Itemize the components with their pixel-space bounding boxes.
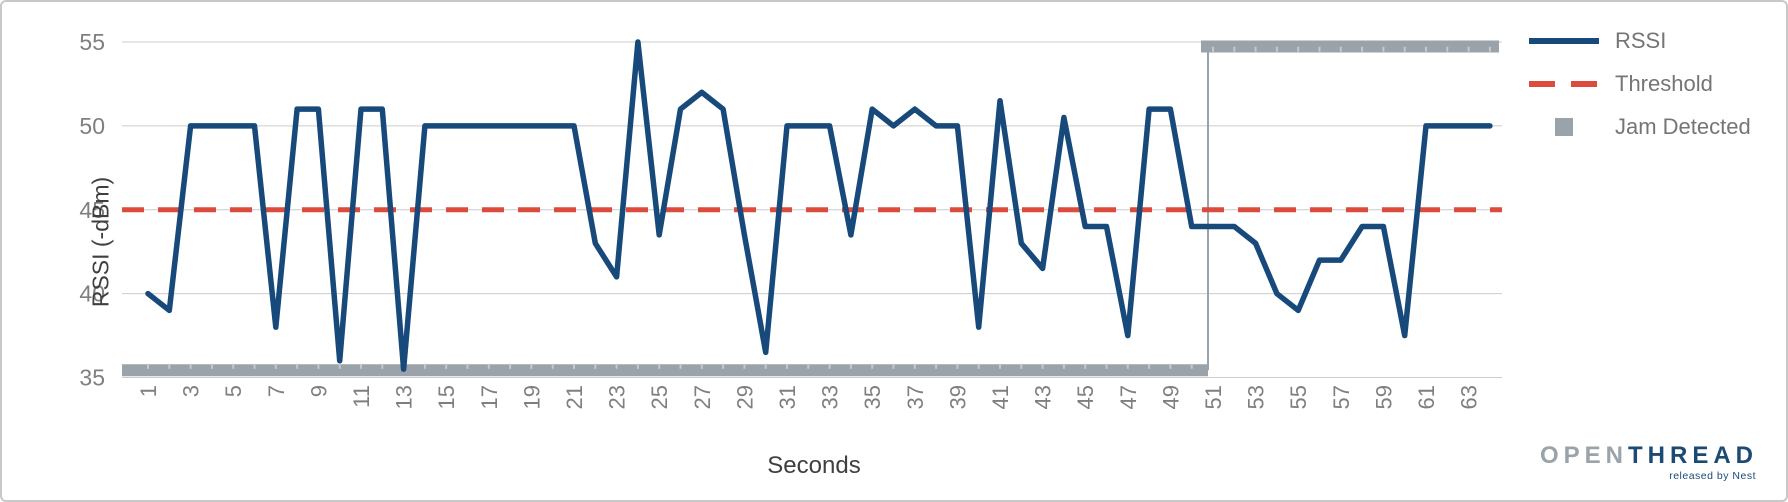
y-tick-label: 55 (79, 29, 105, 55)
legend-item-threshold: Threshold (1529, 62, 1751, 105)
x-tick-label: 59 (1371, 385, 1396, 409)
x-axis-tick-labels: 1 3 5 7 9 11 13 15 17 19 21 23 25 27 29 31 33 35 37 39 41 43 4… (136, 385, 1482, 409)
x-tick-label: 37 (903, 385, 928, 409)
legend-label-threshold: Threshold (1615, 70, 1713, 96)
x-axis-tick-marks (147, 46, 1491, 369)
y-tick-label: 40 (79, 281, 105, 307)
x-tick-label: 21 (562, 385, 587, 409)
legend-label-rssi: RSSI (1615, 27, 1667, 53)
x-tick-label: 7 (264, 385, 289, 397)
x-tick-label: 19 (519, 385, 544, 409)
x-tick-label: 61 (1414, 385, 1439, 409)
x-tick-label: 17 (477, 385, 502, 409)
x-tick-label: 53 (1244, 385, 1269, 409)
openthread-logo: OPENTHREAD released by Nest (1539, 442, 1758, 483)
x-tick-label: 39 (945, 385, 970, 409)
y-tick-label: 35 (79, 365, 105, 391)
legend-label-jam-detected: Jam Detected (1615, 113, 1751, 139)
x-tick-label: 3 (179, 385, 204, 397)
x-tick-label: 49 (1158, 385, 1183, 409)
x-tick-label: 51 (1201, 385, 1226, 409)
x-tick-label: 23 (605, 385, 630, 409)
jam-square-swatch-icon (1555, 117, 1573, 136)
x-tick-label: 45 (1073, 385, 1098, 409)
rssi-line-swatch-icon (1529, 37, 1599, 44)
x-tick-label: 31 (775, 385, 800, 409)
legend: RSSI Threshold Jam Detected (1529, 19, 1751, 148)
threshold-dash-swatch-icon (1529, 80, 1599, 87)
x-tick-label: 25 (647, 385, 672, 409)
y-tick-label: 50 (79, 113, 105, 139)
x-tick-label: 9 (306, 385, 331, 397)
logo-thread-text: THREAD (1628, 442, 1758, 469)
x-tick-label: 63 (1457, 385, 1482, 409)
x-tick-label: 27 (690, 385, 715, 409)
x-tick-label: 33 (818, 385, 843, 409)
x-tick-label: 55 (1286, 385, 1311, 409)
x-axis-title: Seconds (767, 452, 861, 479)
x-tick-label: 11 (349, 385, 374, 408)
logo-open-text: OPEN (1539, 442, 1628, 469)
y-tick-label: 45 (79, 197, 105, 223)
y-axis-tick-labels: 35 40 45 50 55 (79, 29, 105, 391)
y-axis-title: RSSI (-dBm) (87, 176, 114, 308)
legend-item-jam-detected: Jam Detected (1529, 105, 1751, 148)
x-tick-label: 35 (860, 385, 885, 409)
x-tick-label: 57 (1329, 385, 1354, 409)
x-tick-label: 5 (221, 385, 246, 397)
logo-tagline: released by Nest (1669, 470, 1756, 483)
x-tick-label: 29 (732, 385, 757, 409)
x-tick-label: 41 (988, 385, 1013, 409)
openthread-wordmark: OPENTHREAD (1539, 442, 1758, 469)
x-tick-label: 43 (1031, 385, 1056, 409)
x-tick-label: 13 (392, 385, 417, 409)
x-tick-label: 47 (1116, 385, 1141, 409)
rssi-line (145, 39, 1493, 372)
x-tick-label: 1 (136, 385, 161, 397)
x-tick-label: 15 (434, 385, 459, 409)
legend-item-rssi: RSSI (1529, 19, 1751, 62)
